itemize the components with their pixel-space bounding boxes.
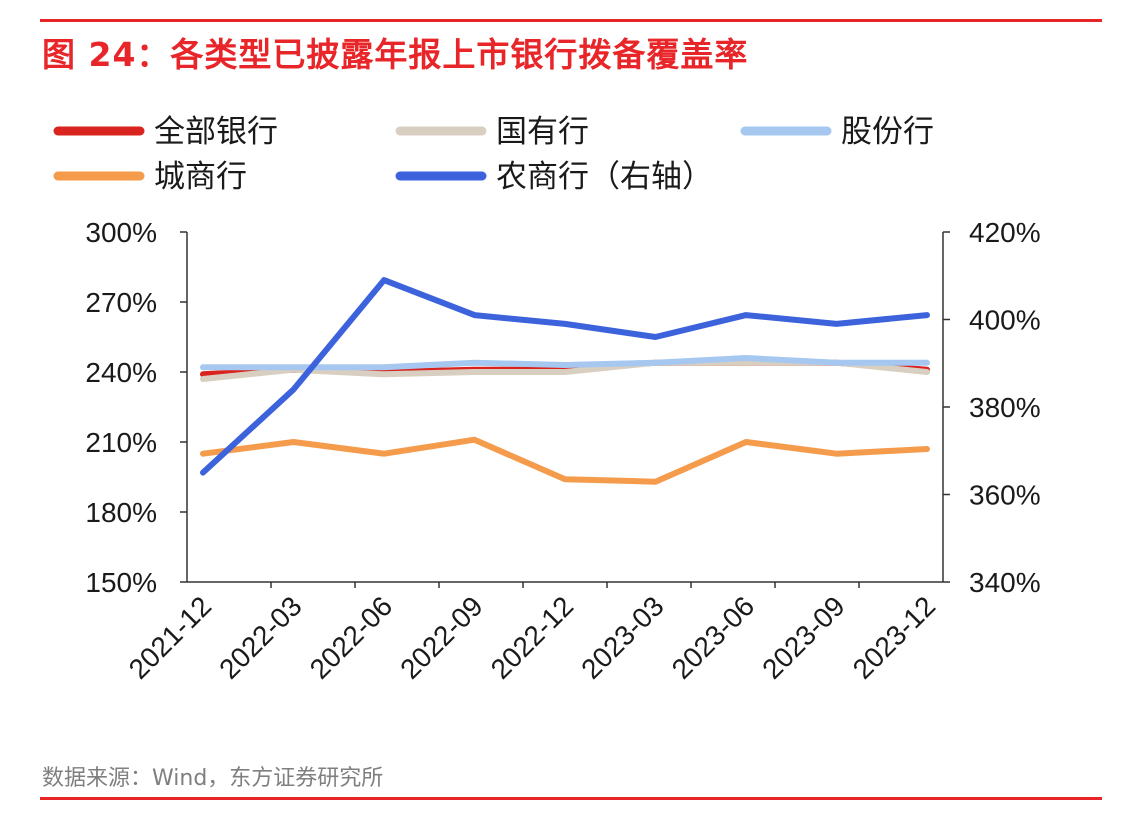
- source-note: 数据来源：Wind，东方证券研究所: [42, 766, 384, 791]
- legend-label-2: 股份行: [841, 114, 934, 150]
- legend-label-0: 全部银行: [154, 114, 278, 150]
- x-tick-label: 2023-03: [575, 590, 670, 685]
- series-line-3: [200, 436, 930, 485]
- left-tick-label: 210%: [85, 427, 157, 458]
- x-tick-label: 2022-09: [394, 590, 489, 685]
- right-tick-label: 380%: [969, 392, 1041, 423]
- x-tick-label: 2023-12: [847, 590, 942, 685]
- right-tick-label: 420%: [969, 217, 1041, 248]
- x-tick-label: 2023-06: [666, 590, 761, 685]
- left-tick-label: 180%: [85, 497, 157, 528]
- legend-label-4: 农商行（右轴）: [496, 159, 713, 195]
- x-tick-label: 2022-12: [485, 590, 580, 685]
- x-tick-label: 2022-03: [213, 590, 308, 685]
- right-tick-label: 360%: [969, 480, 1041, 511]
- x-tick-label: 2023-09: [756, 590, 851, 685]
- legend-label-3: 城商行: [154, 159, 247, 195]
- left-tick-label: 300%: [85, 217, 157, 248]
- bottom-rule: [40, 797, 1102, 800]
- right-tick-label: 340%: [969, 567, 1041, 598]
- x-tick-label: 2022-06: [304, 590, 399, 685]
- left-tick-label: 240%: [85, 357, 157, 388]
- x-tick-label: 2021-12: [123, 590, 218, 685]
- left-tick-label: 270%: [85, 287, 157, 318]
- top-rule: [40, 19, 1102, 22]
- left-tick-label: 150%: [85, 567, 157, 598]
- right-tick-label: 400%: [969, 305, 1041, 336]
- legend-label-1: 国有行: [496, 114, 589, 150]
- figure-title: 图 24：各类型已披露年报上市银行拨备覆盖率: [42, 35, 749, 74]
